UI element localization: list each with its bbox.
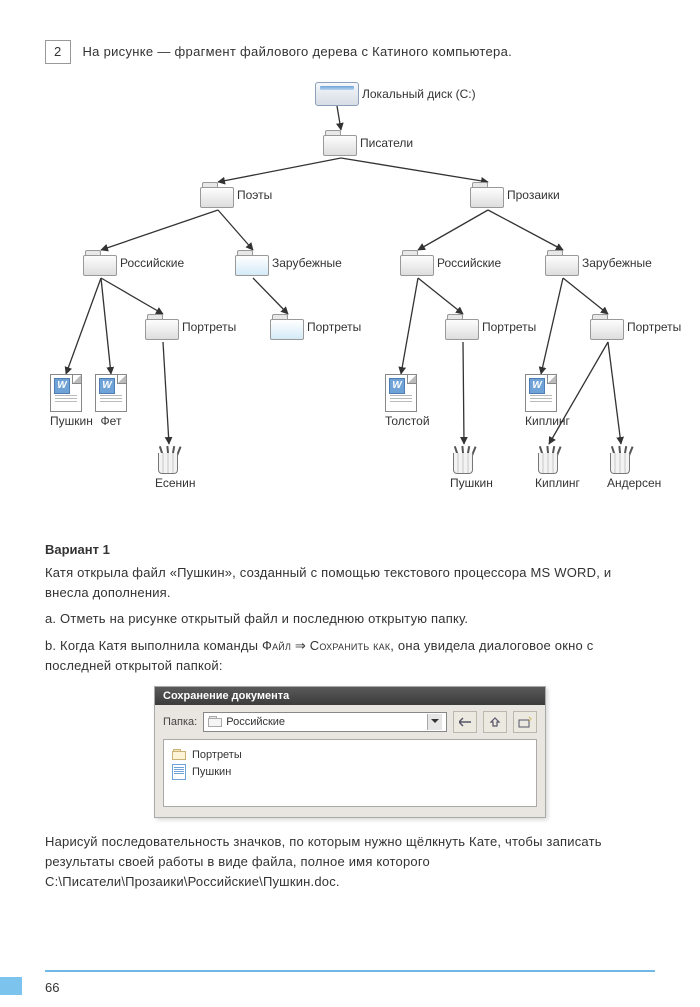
tree-node-fet_doc: WФет	[95, 374, 127, 428]
dialog-title: Сохранение документа	[155, 687, 545, 705]
page: 2 На рисунке — фрагмент файлового дерева…	[0, 0, 700, 1007]
tree-node-prose_for: Зарубежные	[545, 250, 579, 279]
tree-node-andersen_bin: Андерсен	[607, 444, 661, 490]
closing-path: C:\Писатели\Прозаики\Российские\Пушкин.d…	[45, 874, 340, 889]
item-b-prefix: b. Когда Катя выполнила команды	[45, 638, 262, 653]
item-b: b. Когда Катя выполнила команды Файл ⇒ С…	[45, 636, 655, 676]
tree-node-poets_ru_port: Портреты	[145, 314, 179, 343]
dropdown-icon[interactable]	[427, 714, 442, 730]
document-icon	[172, 764, 186, 780]
folder-icon	[208, 716, 222, 727]
tree-node-kipling_bin: Киплинг	[535, 444, 580, 490]
tree-node-prose_ru_port: Портреты	[445, 314, 479, 343]
item-a: a. Отметь на рисунке открытый файл и пос…	[45, 609, 655, 629]
tree-node-prose: Прозаики	[470, 182, 504, 211]
folder-combo[interactable]: Российские	[203, 712, 447, 732]
item-name: Портреты	[192, 749, 242, 761]
cmd-arrow: ⇒	[291, 638, 310, 653]
intro-text: На рисунке — фрагмент файлового дерева с…	[82, 44, 512, 59]
cmd-saveas: Сохранить как	[310, 638, 390, 653]
tree-node-pushkin_doc: WПушкин	[50, 374, 93, 428]
save-dialog: Сохранение документа Папка: Российские П…	[154, 686, 546, 818]
file-tree-diagram: Локальный диск (C:) Писатели Поэты Прозаики…	[45, 74, 655, 534]
tree-node-esenin_bin: Есенин	[155, 444, 196, 490]
cmd-file: Файл	[262, 638, 291, 653]
dialog-toolbar: Папка: Российские	[155, 705, 545, 739]
dialog-file-list[interactable]: Портреты Пушкин	[163, 739, 537, 807]
list-item[interactable]: Портреты	[172, 749, 528, 761]
task-number-box: 2	[45, 40, 71, 64]
tree-node-prose_for_port: Портреты	[590, 314, 624, 343]
tree-node-pushkin_bin: Пушкин	[450, 444, 493, 490]
tree-node-writers: Писатели	[323, 130, 357, 159]
page-footer: 66	[0, 970, 700, 995]
current-folder: Российские	[226, 716, 285, 728]
list-item[interactable]: Пушкин	[172, 764, 528, 780]
tree-node-prose_ru: Российские	[400, 250, 434, 279]
footer-rule	[45, 970, 655, 972]
closing-para: Нарисуй последовательность значков, по к…	[45, 834, 602, 869]
tree-node-tolstoy_doc: WТолстой	[385, 374, 430, 428]
item-name: Пушкин	[192, 766, 231, 778]
tree-node-kipling_doc: WКиплинг	[525, 374, 570, 428]
task-intro: 2 На рисунке — фрагмент файлового дерева…	[45, 40, 655, 64]
page-tab	[0, 977, 22, 995]
tree-node-disk: Локальный диск (C:)	[315, 82, 359, 109]
page-number: 66	[45, 980, 700, 995]
new-folder-button[interactable]	[513, 711, 537, 733]
tree-node-poets_for: Зарубежные	[235, 250, 269, 279]
back-button[interactable]	[453, 711, 477, 733]
tree-node-poets_for_port: Портреты	[270, 314, 304, 343]
closing-text: Нарисуй последовательность значков, по к…	[45, 832, 655, 892]
folder-icon	[172, 749, 186, 760]
tree-node-poets: Поэты	[200, 182, 234, 211]
up-button[interactable]	[483, 711, 507, 733]
variant-heading: Вариант 1	[45, 542, 655, 557]
folder-label: Папка:	[163, 716, 197, 728]
variant-text: Катя открыла файл «Пушкин», созданный с …	[45, 563, 655, 603]
tree-node-poets_ru: Российские	[83, 250, 117, 279]
item-a-text: a. Отметь на рисунке открытый файл и пос…	[45, 611, 468, 626]
